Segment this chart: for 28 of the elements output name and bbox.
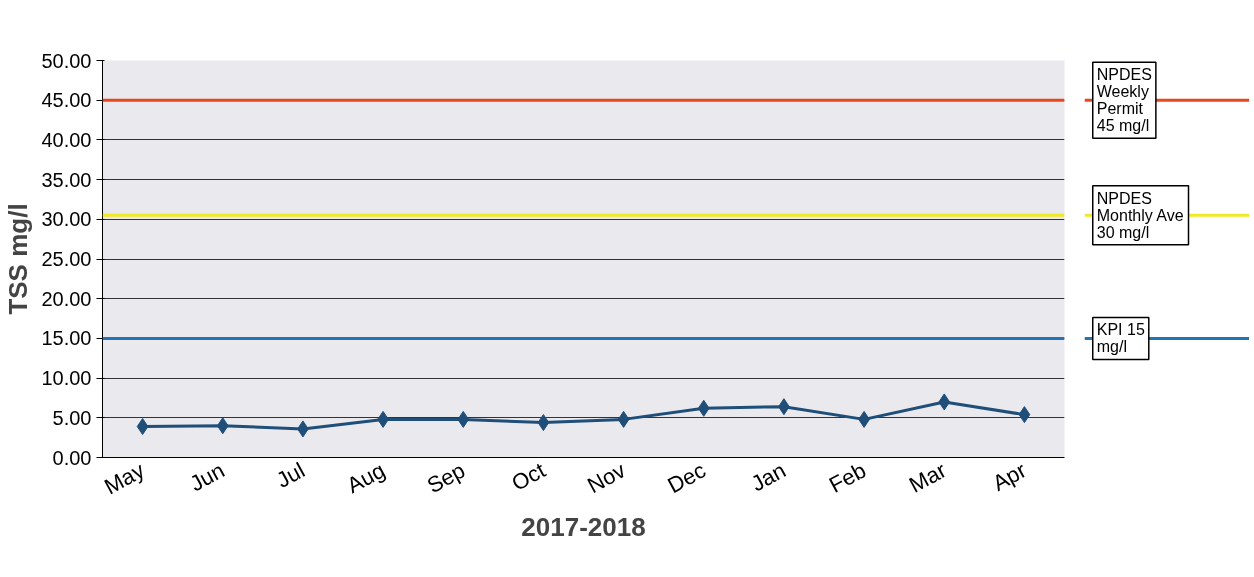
y-tick-label: 40.00 bbox=[41, 128, 92, 151]
ref-line-label: KPI 15 mg/l bbox=[1096, 321, 1145, 356]
y-tick-label: 30.00 bbox=[41, 208, 92, 231]
x-tick-label: Nov bbox=[583, 457, 630, 499]
x-tick-label: Feb bbox=[824, 457, 871, 498]
x-tick-label: Dec bbox=[663, 457, 710, 499]
y-tick-label: 45.00 bbox=[41, 89, 92, 112]
x-axis-title: 2017-2018 bbox=[521, 512, 646, 543]
y-tick-label: 25.00 bbox=[41, 248, 92, 270]
y-tick-label: 20.00 bbox=[41, 287, 92, 310]
y-tick-label: 50.00 bbox=[41, 49, 92, 72]
x-tick-label: Aug bbox=[342, 457, 390, 499]
y-tick-label: 15.00 bbox=[41, 327, 92, 350]
y-tick-label: 5.00 bbox=[52, 406, 92, 429]
x-tick-label: Sep bbox=[422, 457, 470, 499]
x-tick-label: Oct bbox=[507, 457, 550, 496]
x-tick-label: Jun bbox=[185, 457, 229, 497]
x-tick-label: May bbox=[100, 457, 149, 500]
y-tick-label: 10.00 bbox=[41, 367, 92, 390]
ref-line-label: NPDES Monthly Ave 30 mg/l bbox=[1096, 189, 1184, 241]
y-tick-label: 0.00 bbox=[52, 446, 92, 469]
ref-line-label: NPDES Weekly Permit 45 mg/l bbox=[1096, 66, 1152, 135]
x-tick-label: Apr bbox=[988, 457, 1031, 496]
y-axis-title: TSS mg/l bbox=[3, 203, 34, 315]
y-tick-label: 35.00 bbox=[41, 168, 92, 191]
x-tick-label: Jan bbox=[746, 457, 790, 497]
x-tick-label: Jul bbox=[272, 457, 309, 493]
x-tick-label: Mar bbox=[905, 457, 951, 498]
